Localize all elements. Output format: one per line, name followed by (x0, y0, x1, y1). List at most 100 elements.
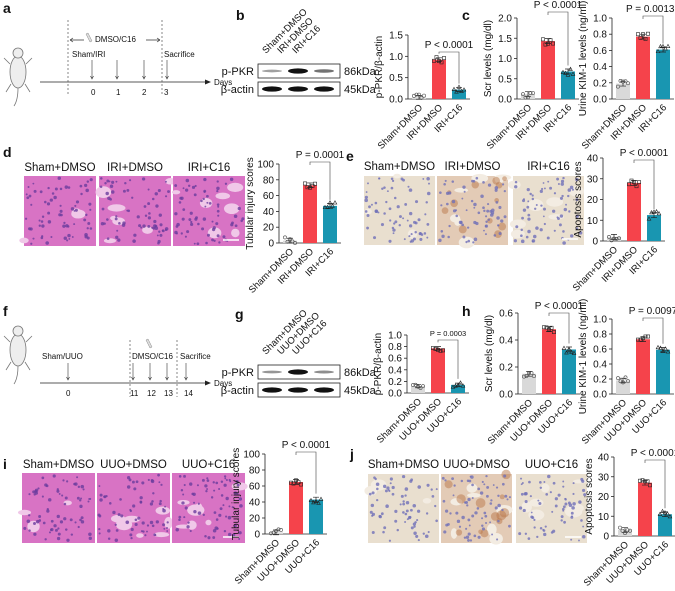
nucleus (49, 198, 53, 202)
data-point (570, 71, 576, 76)
nucleus (132, 504, 136, 508)
nucleus (158, 481, 161, 484)
nucleus (580, 519, 583, 522)
nucleus (197, 511, 202, 515)
nucleus (562, 509, 565, 512)
data-point (552, 330, 556, 334)
data-point (623, 79, 628, 84)
nucleus (105, 494, 108, 498)
nucleus (578, 231, 583, 235)
nucleus (366, 226, 369, 230)
nucleus (367, 182, 369, 185)
nucleus (582, 534, 586, 539)
nucleus (57, 176, 61, 180)
nucleus (156, 234, 159, 237)
data-point (627, 182, 631, 187)
y-tick-label: 0.0 (593, 390, 607, 401)
nucleus (561, 194, 564, 198)
nucleus (75, 200, 80, 204)
nucleus (216, 234, 220, 238)
nucleus (504, 494, 508, 498)
nucleus (174, 230, 178, 235)
nucleus (215, 518, 219, 521)
image-title: UUO+C16 (525, 459, 578, 471)
nucleus (396, 205, 400, 209)
y-tick-label: 1.5 (389, 31, 403, 42)
data-point (453, 383, 458, 388)
lumen (142, 226, 153, 234)
nucleus (483, 511, 487, 515)
micrograph-2 (441, 469, 513, 545)
bar-3 (323, 205, 337, 243)
nucleus (575, 198, 579, 202)
nucleus (439, 191, 442, 194)
data-point (623, 375, 628, 380)
nucleus (33, 521, 36, 525)
lumen (471, 173, 489, 183)
nucleus (196, 484, 199, 487)
lumen (528, 509, 545, 521)
lumen (422, 498, 432, 504)
y-tick-label: 1.0 (388, 331, 402, 342)
nucleus (575, 227, 579, 230)
data-point (646, 334, 650, 339)
data-point (529, 371, 534, 375)
nucleus (526, 188, 530, 192)
data-point (626, 379, 630, 384)
nucleus (445, 202, 449, 206)
nucleus (80, 192, 83, 196)
nucleus (482, 181, 485, 184)
nucleus (522, 208, 527, 212)
nucleus (42, 521, 46, 525)
nucleus (130, 527, 134, 532)
nucleus (447, 235, 450, 239)
data-point (313, 498, 319, 504)
nucleus (64, 496, 68, 500)
band (288, 68, 308, 74)
nucleus (141, 177, 146, 181)
nucleus (389, 477, 393, 481)
nucleus (178, 515, 182, 519)
nucleus (492, 484, 495, 486)
nucleus (178, 518, 181, 522)
nucleus (412, 503, 417, 508)
nucleus (157, 241, 160, 245)
data-point (571, 350, 577, 355)
nucleus (533, 526, 536, 529)
nucleus (424, 213, 427, 216)
nucleus (155, 204, 159, 208)
nucleus (26, 519, 31, 524)
nucleus (521, 482, 524, 484)
nucleus (393, 196, 397, 200)
nucleus (53, 195, 57, 200)
nucleus (527, 213, 531, 217)
data-point (451, 86, 457, 91)
nucleus (235, 479, 239, 484)
data-point (437, 59, 441, 63)
nucleus (547, 474, 551, 479)
nucleus (364, 210, 368, 213)
nucleus (23, 526, 27, 530)
nucleus (381, 187, 384, 190)
nucleus (58, 492, 61, 495)
nucleus (159, 223, 163, 227)
nucleus (572, 482, 575, 485)
micrograph-1 (17, 473, 95, 543)
data-point (285, 239, 290, 244)
nucleus (513, 239, 517, 243)
nucleus (491, 533, 494, 536)
nucleus (189, 482, 193, 486)
nucleus (148, 212, 151, 215)
mouse-body (9, 333, 27, 367)
nucleus (183, 474, 186, 478)
y-axis-label: Urine KIM-1 levels (ng/ml) (578, 299, 589, 415)
micrograph-3 (507, 176, 585, 245)
nucleus (529, 495, 532, 498)
nucleus (229, 177, 234, 182)
surgery-label: Sham/UUO (42, 352, 83, 361)
nucleus (147, 202, 151, 206)
nucleus (522, 508, 526, 513)
bar-1 (411, 386, 425, 393)
nucleus (485, 215, 488, 218)
nucleus (527, 217, 531, 221)
